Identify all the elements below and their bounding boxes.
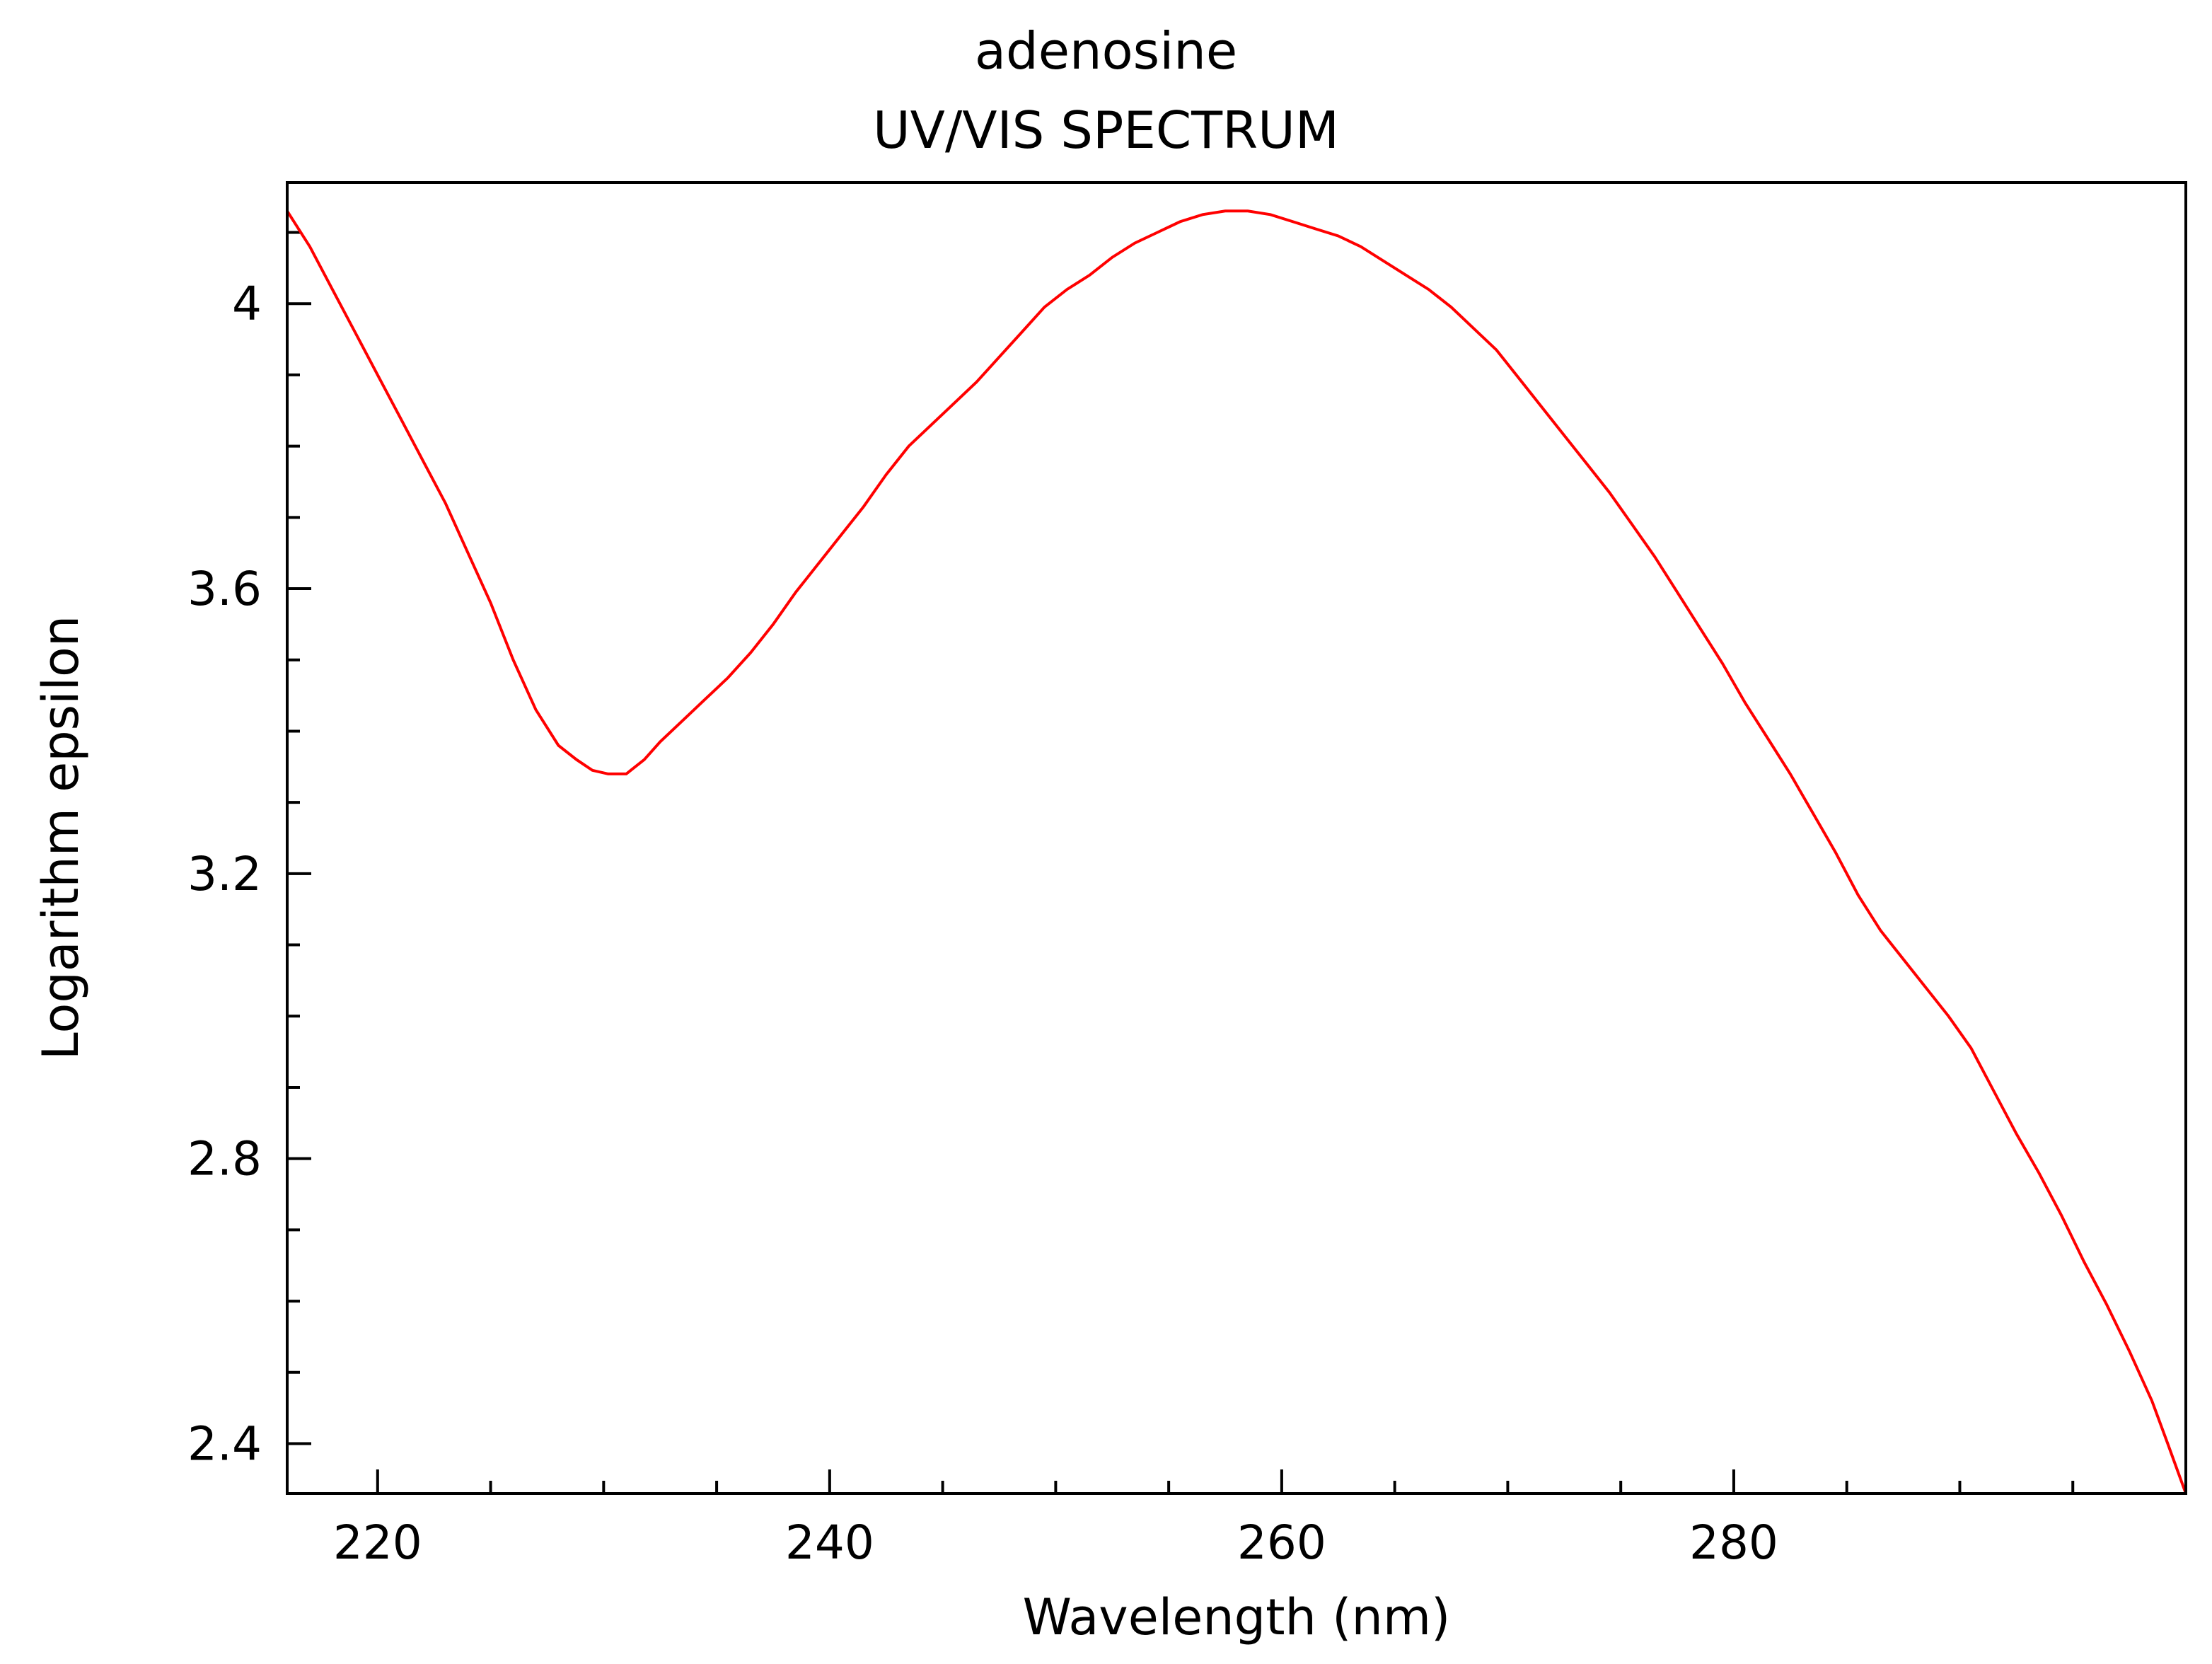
y-tick-label: 4 <box>232 277 262 331</box>
y-tick-label: 2.8 <box>187 1132 262 1186</box>
chart-title: adenosine <box>974 21 1238 81</box>
x-tick-label: 220 <box>333 1515 422 1570</box>
y-tick-label: 3.6 <box>187 562 262 616</box>
spectrum-line <box>286 209 2187 1494</box>
x-tick-label: 260 <box>1237 1515 1326 1570</box>
x-axis-label: Wavelength (nm) <box>1023 1588 1451 1646</box>
y-tick-label: 3.2 <box>187 847 262 901</box>
y-axis-label: Logarithm epsilon <box>32 616 90 1060</box>
tick-labels-layer: 220 240 260 280 2.4 2.8 3.2 3.6 4 <box>187 277 1778 1570</box>
plot-frame <box>286 181 2187 1495</box>
ticks-layer <box>287 231 2187 1493</box>
chart-subtitle: UV/VIS SPECTRUM <box>872 100 1339 160</box>
y-tick-label: 2.4 <box>187 1417 262 1472</box>
x-tick-label: 240 <box>785 1515 874 1570</box>
x-tick-label: 280 <box>1689 1515 1778 1570</box>
